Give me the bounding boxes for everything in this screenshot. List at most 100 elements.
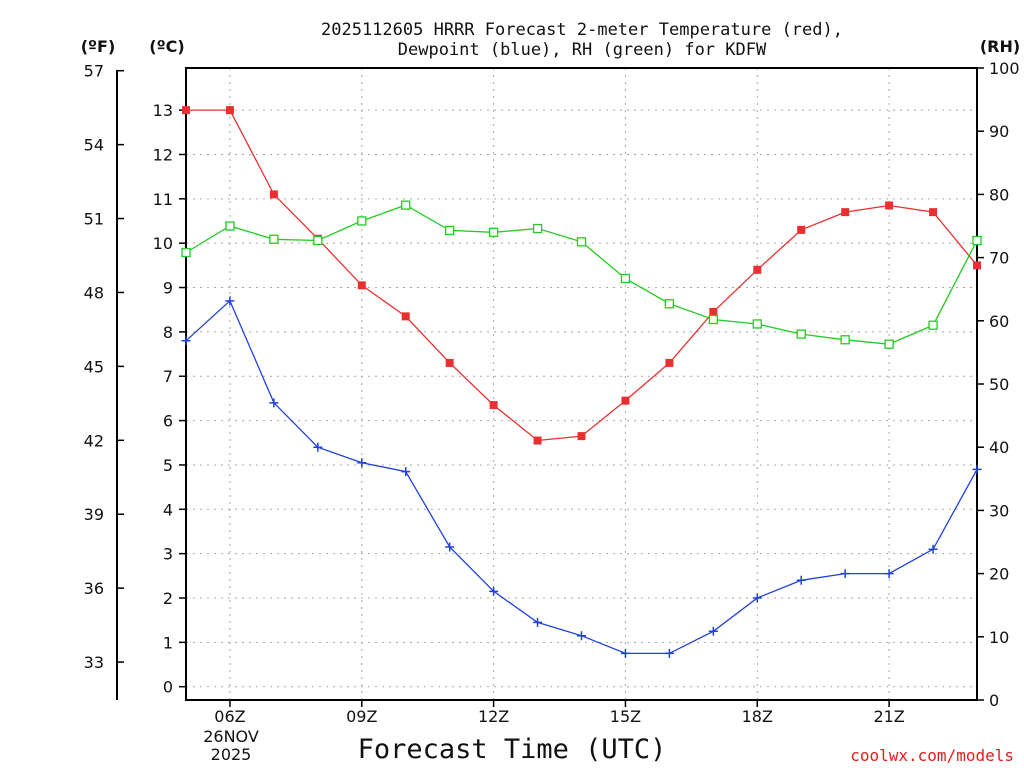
chart-title-line-1: 2025112605 HRRR Forecast 2-meter Tempera… [321,20,843,40]
rh-point [532,223,543,234]
celsius-tick-label: 7 [163,367,173,386]
dewpoint-line [185,299,978,655]
rh-tick-label: 30 [989,501,1009,520]
rh-point [576,237,587,247]
rh-point [620,273,631,284]
rh-point [708,314,718,325]
dewpoint-point [533,617,543,627]
temperature-point [885,201,894,210]
axes [116,67,978,701]
rh-point [972,235,982,246]
fahrenheit-unit-label: (ºF) [81,37,116,56]
celsius-tick-label: 10 [153,234,173,253]
credit-label: coolwx.com/models [850,746,1014,765]
temperature-point [797,225,806,234]
dewpoint-point [840,569,850,579]
rh-point [181,247,191,258]
rh-tick-label: 10 [989,628,1009,647]
temperature-point [225,106,234,115]
celsius-tick-label: 8 [163,323,173,342]
temperature-point [709,307,718,316]
fahrenheit-tick-label: 39 [84,505,104,524]
rh-tick-label: 90 [989,122,1009,141]
dewpoint-point [884,569,894,579]
date-label-year: 2025 [211,745,252,764]
chart-title-line-2: Dewpoint (blue), RH (green) for KDFW [398,40,767,60]
temperature-point [445,358,454,367]
x-tick-label: 06Z [214,707,245,726]
dewpoint-point [796,575,806,585]
temperature-point [269,190,278,199]
dewpoint-point [489,586,499,596]
celsius-tick-label: 0 [163,678,173,697]
dewpoint-series [181,296,982,658]
gridlines [186,68,977,700]
temperature-point [182,106,190,115]
rh-point [796,329,806,339]
dewpoint-point [708,626,718,636]
rh-tick-label: 40 [989,438,1009,457]
plot-frame [185,67,978,701]
dewpoint-point [313,442,323,452]
rh-tick-label: 80 [989,185,1009,204]
celsius-tick-label: 2 [163,589,173,608]
temperature-point [665,358,674,367]
rh-point [357,216,367,226]
date-label-day: 26NOV [203,727,259,746]
fahrenheit-tick-label: 36 [84,579,104,598]
rh-point [445,225,455,236]
x-tick-label: 18Z [742,707,773,726]
fahrenheit-tick-label: 33 [84,653,104,672]
temperature-point [753,265,762,274]
dewpoint-point [752,593,762,603]
rh-point [269,234,279,244]
celsius-tick-label: 1 [163,633,173,652]
temperature-series [182,106,981,445]
dewpoint-point [225,296,235,306]
dewpoint-point [928,544,938,554]
axis-ticks: 06Z 09Z 12Z 15Z 18Z 21Z0123456789101112133336… [84,59,1020,726]
temperature-point [577,432,586,441]
data-series [181,106,982,658]
temperature-point [357,281,366,290]
celsius-tick-label: 12 [153,145,173,164]
rh-series [181,200,982,349]
temperature-point [489,401,498,410]
rh-tick-label: 0 [989,691,999,710]
celsius-tick-label: 4 [163,500,173,519]
x-tick-label: 15Z [610,707,641,726]
celsius-tick-label: 11 [153,190,173,209]
temperature-point [533,436,542,445]
rh-tick-label: 60 [989,312,1009,331]
celsius-tick-label: 6 [163,412,173,431]
rh-tick-label: 50 [989,375,1009,394]
rh-point [928,320,938,330]
temperature-point [401,312,410,321]
temperature-point [929,208,938,217]
rh-point [401,200,411,210]
dewpoint-point [972,464,982,474]
dewpoint-point [357,458,367,468]
rh-point [225,221,235,231]
celsius-tick-label: 3 [163,545,173,564]
celsius-tick-label: 9 [163,279,173,298]
dewpoint-point [181,336,191,346]
x-tick-label: 09Z [346,707,377,726]
dewpoint-point [401,467,411,477]
x-tick-label: 21Z [873,707,904,726]
temperature-point [621,396,630,405]
rh-point [752,319,762,329]
dewpoint-point [577,631,586,641]
fahrenheit-tick-label: 42 [84,431,104,450]
rh-unit-label: (RH) [980,37,1020,56]
rh-tick-label: 100 [989,59,1020,78]
dewpoint-point [664,648,674,658]
temperature-line [186,109,978,442]
fahrenheit-tick-label: 48 [84,283,104,302]
temperature-point [973,261,981,270]
x-axis-title: Forecast Time (UTC) [358,734,667,765]
rh-tick-label: 20 [989,565,1009,584]
rh-point [313,235,323,246]
celsius-tick-label: 13 [153,101,173,120]
